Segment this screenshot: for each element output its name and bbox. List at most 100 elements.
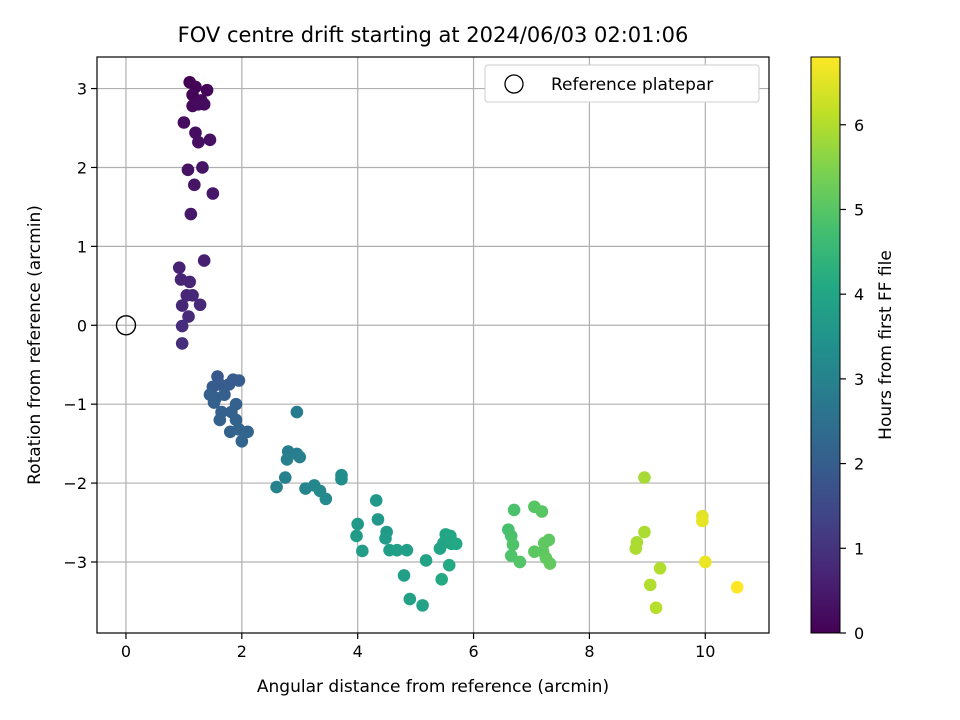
data-point [400,543,414,557]
data-point [449,537,463,551]
data-point [537,536,551,550]
data-point [222,378,236,391]
data-point [200,83,214,97]
y-axis-label: Rotation from reference (arcmin) [25,205,45,485]
data-point [175,337,189,350]
data-point [278,471,292,484]
data-point [188,178,201,192]
x-tick-label: 10 [695,642,715,661]
legend-box [484,64,760,103]
y-tick-label: −3 [63,553,87,572]
colorbar [810,56,841,634]
data-point [638,471,651,484]
data-point [196,161,209,174]
colorbar-label: Hours from first FF file [876,250,896,440]
colorbar-tick-label: 3 [854,370,864,389]
data-point [235,434,249,448]
data-point [351,517,364,531]
data-point [543,557,557,570]
data-point [197,254,211,267]
data-point [189,126,202,140]
y-axis-ticks: −3 −2 −1 0 1 2 3 [63,80,97,572]
data-point [653,561,667,575]
data-point [649,601,663,615]
y-tick-label: 0 [77,316,87,335]
data-point [175,319,189,333]
data-point [181,163,195,177]
x-tick-label: 6 [468,642,478,661]
y-tick-label: 1 [77,237,87,256]
data-point [629,542,643,555]
reference-point [115,315,137,336]
legend: Reference platepar [484,64,760,103]
legend-reference-marker [504,74,524,94]
data-point [206,187,220,200]
data-point [696,514,709,528]
data-point [698,555,712,569]
data-point [371,513,385,526]
data-point [183,275,196,289]
data-point [184,207,198,221]
data-point [335,472,348,486]
data-point [229,413,243,427]
y-tick-label: 2 [77,158,87,177]
data-point [528,545,541,559]
data-point [397,569,411,582]
data-point [507,503,521,517]
plot-frame [96,56,770,634]
colorbar-ticks: 0 1 2 3 4 5 6 [840,116,864,643]
data-point [435,573,448,586]
data-point [390,543,404,557]
data-point [213,413,227,427]
colorbar-tick-label: 1 [854,539,864,558]
y-tick-label: 3 [77,80,87,99]
data-point [175,299,189,312]
data-point [172,261,186,274]
data-point [356,544,369,558]
data-point [207,396,221,409]
colorbar-tick-label: 5 [854,200,864,219]
data-point [643,578,657,592]
data-point [504,549,518,562]
colorbar-tick-label: 4 [854,285,864,304]
data-point [280,453,294,466]
data-point [293,450,307,464]
data-point [730,580,744,594]
data-point [193,298,207,312]
data-points [172,75,744,615]
data-point [379,532,392,545]
data-point [218,388,231,402]
chart-title: FOV centre drift starting at 2024/06/03 … [178,23,689,47]
data-point [203,133,217,147]
data-point [513,555,527,569]
data-point [535,505,549,518]
data-point [192,135,205,149]
data-point [403,592,417,606]
x-axis-ticks: 0 2 4 6 8 10 [121,633,715,661]
reference-marker [115,315,137,336]
data-point [186,288,199,302]
data-point [232,374,246,387]
data-point [442,558,456,572]
legend-entry-reference: Reference platepar [551,75,713,95]
data-point [506,538,520,551]
x-tick-label: 2 [237,642,247,661]
x-tick-label: 8 [584,642,594,661]
data-point [197,98,211,111]
x-axis-label: Angular distance from reference (arcmin) [257,677,609,697]
data-point [319,492,333,506]
y-tick-label: −1 [63,395,87,414]
data-point [416,599,429,612]
data-point [419,554,433,567]
colorbar-tick-label: 2 [854,455,864,474]
data-point [350,529,363,543]
data-point [290,405,304,419]
data-point [177,116,191,129]
x-tick-label: 0 [121,642,131,661]
colorbar-tick-label: 6 [854,116,864,135]
colorbar-tick-label: 0 [854,624,864,643]
y-tick-label: −2 [63,474,87,493]
data-point [241,425,254,439]
data-point [638,525,651,539]
